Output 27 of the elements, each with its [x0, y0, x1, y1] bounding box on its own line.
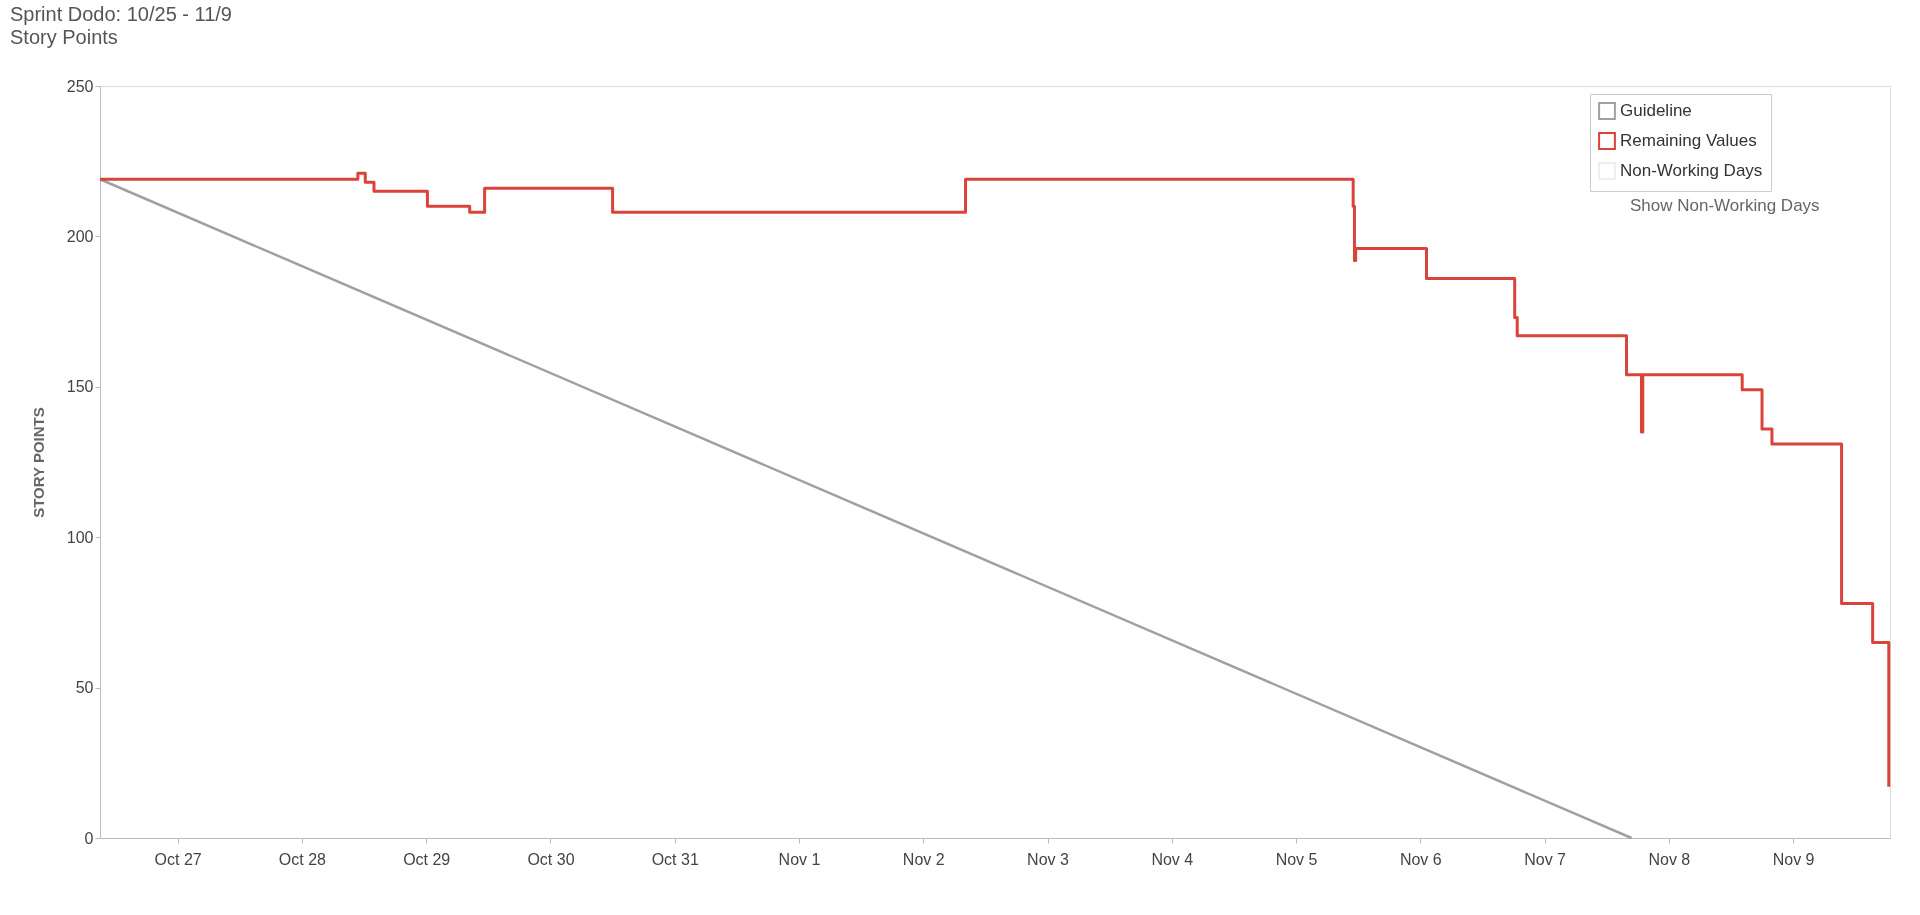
y-tick-label: 50 [75, 679, 94, 697]
x-tick-label: Oct 30 [527, 850, 575, 868]
chart-title: Sprint Dodo: 10/25 - 11/9 [10, 3, 232, 25]
x-tick-label: Oct 29 [403, 850, 451, 868]
x-tick-label: Oct 28 [278, 850, 327, 868]
x-tick-label: Nov 7 [1524, 850, 1567, 868]
y-tick-label: 150 [66, 378, 94, 396]
y-tick-label: 200 [66, 227, 94, 245]
x-tick-label: Nov 2 [902, 850, 945, 868]
y-tick-label: 250 [66, 77, 94, 95]
x-tick-label: Nov 9 [1772, 850, 1815, 868]
y-tick-label: 0 [84, 829, 94, 847]
x-tick-label: Oct 31 [651, 850, 699, 868]
x-tick-label: Oct 27 [154, 850, 202, 868]
legend-label: Guideline [1620, 101, 1692, 120]
x-tick-label: Nov 8 [1648, 850, 1691, 868]
legend-label: Non-Working Days [1620, 161, 1763, 180]
legend-label: Remaining Values [1620, 131, 1757, 150]
x-tick-label: Nov 1 [778, 850, 821, 868]
x-tick-label: Nov 6 [1399, 850, 1442, 868]
x-tick-label: Nov 3 [1027, 850, 1070, 868]
chart-subtitle: Story Points [10, 26, 118, 48]
y-tick-label: 100 [66, 528, 94, 546]
x-tick-label: Nov 5 [1275, 850, 1318, 868]
y-axis-title: STORY POINTS [29, 407, 47, 518]
annotation: Show Non-Working Days [1630, 196, 1820, 215]
x-tick-label: Nov 4 [1151, 850, 1194, 868]
